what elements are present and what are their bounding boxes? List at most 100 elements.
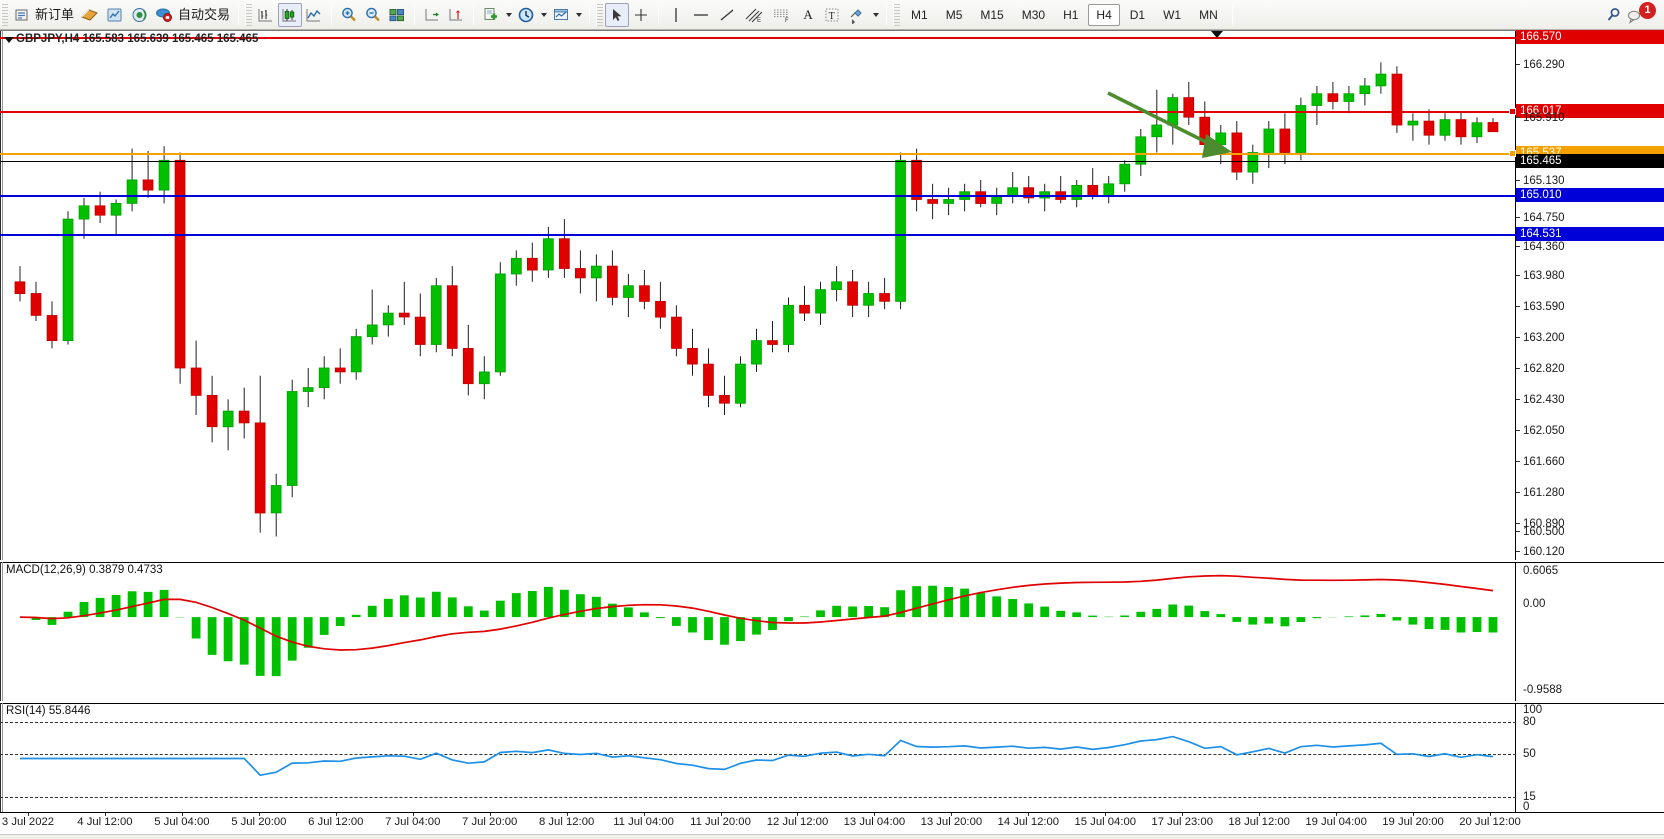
signals-button[interactable] [127,3,152,27]
time-axis-label: 15 Jul 04:00 [1074,816,1137,828]
time-tick-mark [335,813,337,816]
equidistant-channel-icon: E [745,8,763,24]
price-plot[interactable] [2,31,1515,560]
zoom-out-icon [366,7,380,21]
crosshair-button[interactable] [629,3,653,27]
rsi-axis[interactable]: 100 80 50 15 0 [1516,703,1664,813]
timeframe-h1-button[interactable]: H1 [1063,7,1079,22]
price-level-label-165-465[interactable]: 165.465 [1516,154,1664,168]
toolbar-separator-8 [1231,4,1233,25]
autotrading-button[interactable] [152,3,177,27]
tick-dash-icon [1516,523,1520,525]
trendline-button[interactable] [714,3,740,27]
tick-dash-icon [1516,430,1520,432]
timeframe-m30-button[interactable]: M30 [1021,7,1046,22]
drawing-tools-grip[interactable] [596,3,604,26]
new-order-label: 新订单 [35,6,75,22]
time-axis[interactable]: 3 Jul 2022 4 Jul 12:00 5 Jul 04:00 5 Jul 20… [0,812,1664,834]
candlestick-chart-icon [282,8,297,21]
vertical-line-icon [675,7,677,22]
chart-area[interactable]: GBPJPY,H4 165.583 165.639 165.465 165.46… [0,30,1664,839]
horizontal-line-icon [694,13,709,16]
price-tick-165-130: 165.130 [1516,174,1664,188]
new-indicator-icon [484,7,498,20]
data-window-button[interactable] [77,3,102,27]
text-button[interactable]: A [796,3,820,27]
macd-left-edge [0,562,1,701]
new-indicator-button[interactable] [479,3,503,27]
new-order-button[interactable] [10,3,34,27]
price-tick-163-590: 163.590 [1516,300,1664,314]
templates-dropdown[interactable] [573,3,584,27]
price-tick-163-200: 163.200 [1516,331,1664,345]
level-line-164531[interactable] [0,234,1516,236]
toolbar-grip[interactable] [1,3,8,26]
level-line-165010[interactable] [0,195,1516,197]
search-button[interactable] [1602,3,1626,27]
timeframe-d1-button[interactable]: D1 [1129,7,1146,22]
tile-windows-button[interactable] [385,3,409,27]
timeframe-m5-button[interactable]: M5 [945,7,963,22]
objects-button[interactable] [844,3,870,27]
level-line-166570[interactable] [0,37,1516,39]
chart-shift-button[interactable] [444,3,468,27]
macd-series [19,574,1498,677]
timeframe-w1-button[interactable]: W1 [1163,7,1182,22]
period-button[interactable] [514,3,538,27]
chart-collapse-icon[interactable] [4,37,14,43]
macd-axis[interactable]: 0.6065 0.00 -0.9588 [1516,562,1664,701]
zoom-out-button[interactable] [361,3,385,27]
time-tick-mark [874,813,876,816]
scroll-marker-icon[interactable] [1211,31,1223,38]
time-axis-label: 19 Jul 20:00 [1382,816,1444,828]
time-tick-mark [1028,813,1030,816]
price-tick-label: 163.980 [1523,270,1565,282]
objects-dropdown[interactable] [870,3,881,27]
tile-windows-icon [389,8,405,21]
timeframe-grip[interactable] [893,3,901,26]
price-level-label-165-010[interactable]: 165.010 [1516,188,1664,202]
tick-dash-icon [1516,246,1520,248]
period-dropdown[interactable] [538,3,549,27]
timeframe-m1-button[interactable]: M1 [911,7,928,22]
vertical-line-button[interactable] [664,3,688,27]
time-tick-mark [643,813,645,816]
timeframe-m15-button[interactable]: M15 [980,7,1004,22]
level-line-166017[interactable] [0,108,1516,115]
rsi-panel[interactable]: RSI(14) 55.8446 [0,703,1664,812]
chart-type-grip[interactable] [245,3,253,26]
time-tick-mark [566,813,568,816]
bar-chart-button[interactable] [254,3,278,27]
timeframe-mn-button[interactable]: MN [1199,7,1218,22]
line-chart-button[interactable] [302,3,326,27]
tick-dash-icon [1516,180,1520,182]
candlestick-chart-button[interactable] [278,2,303,27]
level-line-165537[interactable] [0,150,1516,157]
fibonacci-button[interactable]: F [768,3,796,27]
level-handle-165537[interactable] [1509,150,1516,157]
auto-scroll-button[interactable] [420,3,444,27]
templates-button[interactable] [549,3,573,27]
timeframe-h4-button[interactable]: H4 [1088,3,1120,26]
macd-plot[interactable] [2,562,1515,701]
navigator-button[interactable] [102,3,127,27]
zoom-in-button[interactable] [337,3,361,27]
price-level-label-164-531[interactable]: 164.531 [1516,227,1664,241]
equidistant-channel-button[interactable]: E [740,3,768,27]
cursor-button[interactable] [605,2,630,27]
price-panel[interactable]: GBPJPY,H4 165.583 165.639 165.465 165.46… [0,31,1664,560]
price-level-label-166-570[interactable]: 166.570 [1516,30,1664,44]
time-tick-mark [489,813,491,816]
macd-panel[interactable]: MACD(12,26,9) 0.3879 0.4733 [0,562,1664,701]
text-label-button[interactable]: T [820,3,844,27]
rsi-plot[interactable] [2,703,1515,812]
price-level-label-166-017[interactable]: 166.017 [1516,104,1664,118]
level-handle-166017[interactable] [1509,108,1516,115]
alerts-button[interactable]: 1 [1626,1,1656,27]
price-axis[interactable]: 166.570 166.290 166.017 165.910 165.537 165.4… [1516,30,1664,560]
new-indicator-dropdown[interactable] [503,3,514,27]
price-tick-163-980: 163.980 [1516,269,1664,283]
price-tick-160-120: 160.120 [1516,545,1664,559]
toolbar-separator-1 [238,4,240,25]
horizontal-line-button[interactable] [688,3,714,27]
